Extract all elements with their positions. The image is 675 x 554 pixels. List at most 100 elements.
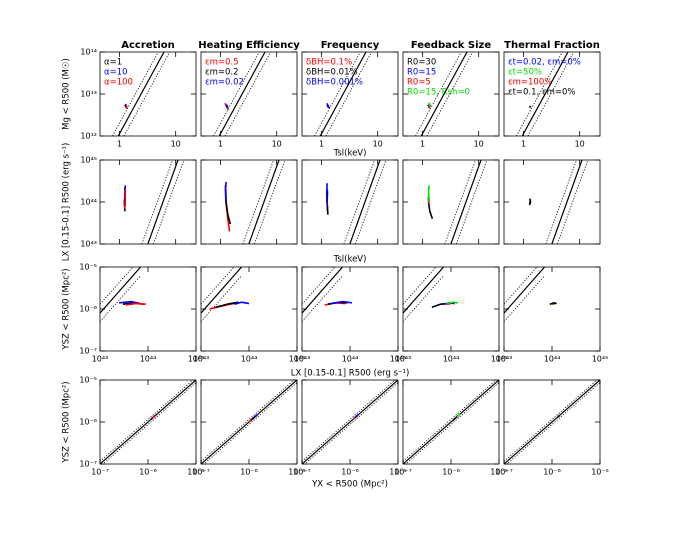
relation-line [451, 160, 481, 244]
relation-line [344, 160, 375, 244]
x-tick-label: 10 [474, 140, 484, 149]
legend-entry: R0=30 [407, 58, 436, 68]
relation-line [254, 160, 285, 244]
data-track [126, 304, 146, 305]
column-title: Accretion [121, 40, 175, 51]
panel [201, 258, 249, 321]
y-tick-label: 10⁻⁷ [79, 460, 97, 469]
y-axis-label: LX [0.15-0.1] R500 (erg s⁻¹) [62, 143, 72, 262]
x-tick-label: 1 [117, 140, 122, 149]
data-track [327, 183, 328, 206]
relation-line [100, 377, 196, 461]
y-axis-label: YSZ < R500 (Mpc²) [62, 268, 72, 350]
panel [100, 377, 196, 466]
x-tick-label: 10⁻⁵ [591, 468, 609, 477]
data-track [327, 103, 329, 108]
y-tick-label: 10⁻⁵ [79, 263, 97, 272]
legend-entry: δBH=0.01% [306, 68, 358, 78]
relation-line [504, 276, 545, 322]
x-tick-label: 10⁻⁷ [495, 468, 513, 477]
data-track [153, 416, 155, 418]
panel-frame [504, 267, 600, 351]
data-track [530, 106, 531, 107]
relation-line [100, 258, 141, 304]
column-title: Thermal Fraction [504, 40, 600, 51]
x-tick-label: 10⁴³ [395, 355, 412, 364]
panel [302, 258, 352, 321]
y-tick-label: 10⁴⁴ [80, 198, 97, 207]
panel-frame [403, 267, 499, 351]
x-tick-label: 10⁴³ [92, 355, 109, 364]
legend-entry: R0=5 [407, 78, 431, 88]
y-tick-label: 10⁴⁵ [80, 156, 97, 165]
x-tick-label: 10⁻⁶ [139, 468, 157, 477]
x-tick-label: 10⁻⁷ [394, 468, 412, 477]
relation-line [100, 276, 141, 322]
relation-line [302, 267, 343, 313]
x-tick-label: 10⁴⁴ [342, 355, 359, 364]
relation-line [504, 383, 600, 467]
data-track [254, 415, 257, 417]
y-tick-label: 10¹⁴ [80, 48, 97, 57]
relation-line [100, 383, 196, 467]
data-track [457, 414, 460, 417]
panel-frame [201, 267, 297, 351]
legend-entry: εt=50% [508, 68, 542, 78]
relation-line [403, 267, 444, 313]
relation-line [302, 383, 398, 467]
x-tick-label: 1 [218, 140, 223, 149]
panel [302, 377, 398, 466]
relation-line [445, 160, 476, 244]
x-axis-label: YX < R500 (Mpc²) [311, 480, 388, 490]
legend-entry: εm=0.02 [205, 78, 244, 88]
panel [124, 160, 184, 244]
data-track [557, 415, 559, 417]
legend-entry: δBH=0.001% [306, 78, 363, 88]
y-tick-label: 10⁻⁵ [79, 376, 97, 385]
x-tick-label: 10⁻⁷ [192, 468, 210, 477]
relation-line [403, 258, 444, 304]
legend-entry: εm=100% [508, 78, 552, 88]
relation-line [118, 52, 164, 136]
data-track [355, 414, 358, 417]
x-tick-label: 1 [319, 140, 324, 149]
x-tick-label: 10 [575, 140, 585, 149]
panel [429, 160, 487, 244]
y-axis-label: YSZ < R500 (Mpc²) [62, 381, 72, 463]
panel [327, 160, 386, 244]
x-tick-label: 10⁴⁵ [592, 355, 609, 364]
legend-entry: R0=15, Rsh=0 [407, 88, 470, 98]
data-track [530, 199, 531, 205]
panel [201, 377, 297, 466]
y-tick-label: 10⁻⁷ [79, 347, 97, 356]
relation-line [243, 160, 274, 244]
panel [530, 160, 588, 244]
relation-line [249, 160, 279, 244]
y-tick-label: 10⁻⁶ [79, 305, 97, 314]
relation-line [201, 383, 297, 467]
panel [403, 258, 458, 321]
relation-line [153, 160, 184, 244]
y-tick-label: 10¹² [80, 132, 97, 141]
column-title: Feedback Size [411, 40, 492, 51]
panel-frame [302, 160, 398, 244]
panel-frame [403, 160, 499, 244]
x-tick-label: 10⁴³ [496, 355, 513, 364]
legend-entry: α=10 [104, 68, 128, 78]
relation-line [142, 160, 173, 244]
data-track [126, 106, 127, 109]
x-tick-label: 10⁴³ [193, 355, 210, 364]
x-tick-label: 10⁻⁷ [293, 468, 311, 477]
relation-line [403, 377, 499, 461]
column-title: Frequency [321, 40, 380, 51]
column-title: Heating Efficiency [198, 40, 300, 51]
panel-frame [201, 160, 297, 244]
x-tick-label: 1 [420, 140, 425, 149]
y-axis-label: Mg < R500 (M☉) [62, 58, 72, 130]
x-tick-label: 10 [272, 140, 282, 149]
legend-entry: R0=15 [407, 68, 436, 78]
relation-line [504, 377, 600, 461]
x-axis-label: Tsl(keV) [333, 149, 367, 159]
relation-line [557, 160, 588, 244]
